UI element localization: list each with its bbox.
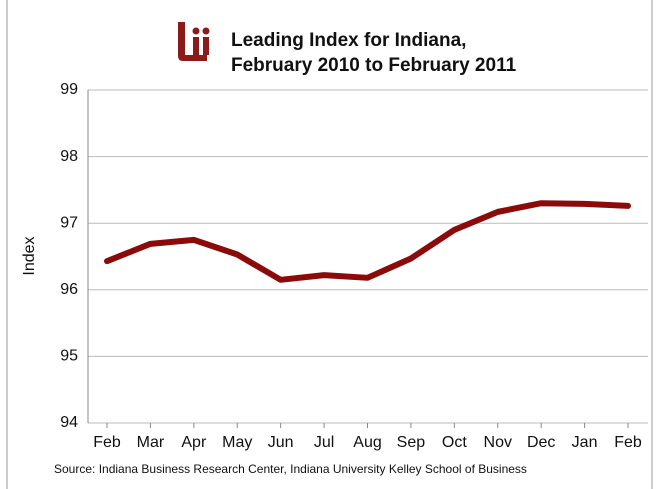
x-tick-label: Dec <box>527 434 555 451</box>
x-tick-label: Jul <box>314 434 334 451</box>
x-tick-label: Jan <box>572 434 598 451</box>
x-tick-label: Jun <box>268 434 294 451</box>
x-tick-label: May <box>222 434 252 451</box>
y-tick-label: 99 <box>60 81 78 98</box>
x-tick-label: Apr <box>181 434 207 451</box>
x-tick-label: Sep <box>397 434 426 451</box>
y-tick-label: 97 <box>60 214 78 231</box>
x-tick-label: Nov <box>484 434 512 451</box>
y-axis-label: Index <box>21 236 38 275</box>
chart-subtitle: February 2010 to February 2011 <box>231 55 517 76</box>
logo <box>178 22 210 61</box>
x-tick-label: Feb <box>614 434 642 451</box>
y-tick-label: 96 <box>60 281 78 298</box>
y-tick-label: 94 <box>60 414 78 431</box>
x-tick-label: Aug <box>353 434 381 451</box>
data-line <box>104 200 631 283</box>
chart-title: Leading Index for Indiana, <box>231 30 466 51</box>
x-tick-label: Feb <box>93 434 121 451</box>
y-tick-label: 95 <box>60 348 78 365</box>
x-tick-label: Mar <box>137 434 165 451</box>
x-tick-label: Oct <box>442 434 467 451</box>
source-note: Source: Indiana Business Research Center… <box>54 462 527 476</box>
y-tick-label: 98 <box>60 148 78 165</box>
